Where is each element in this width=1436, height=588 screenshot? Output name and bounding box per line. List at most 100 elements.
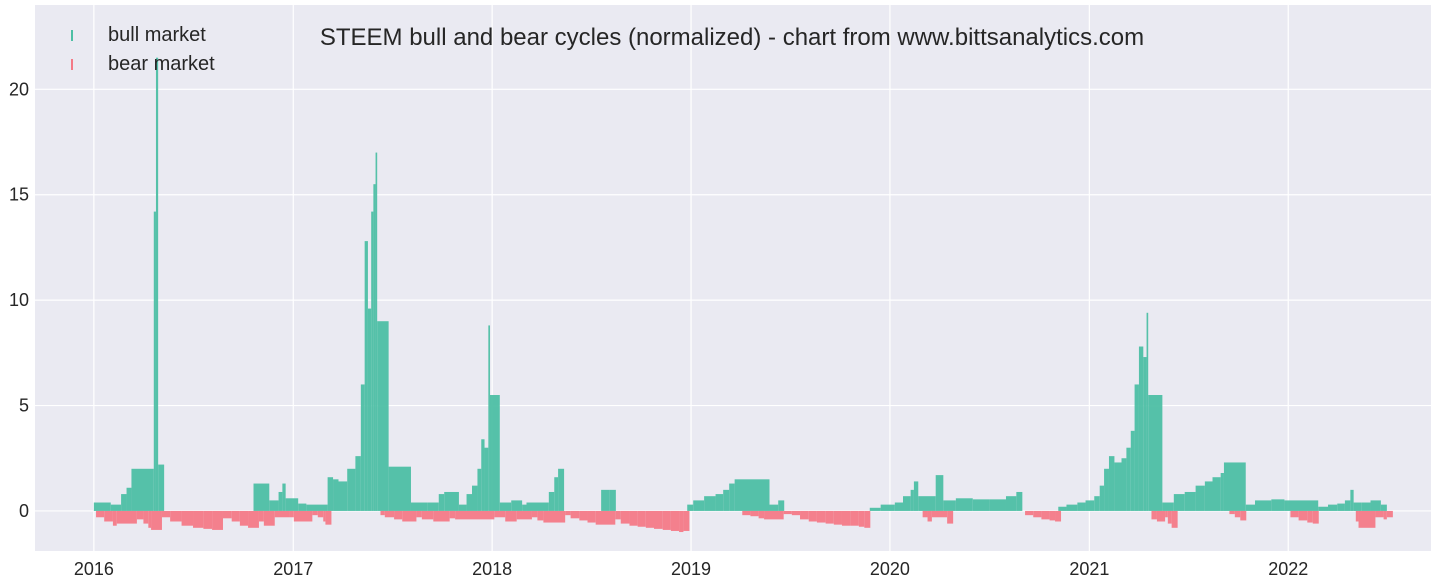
bear-bar [384,510,395,518]
bull-bar [1184,491,1196,511]
bear-bar [143,510,149,524]
bear-bar [323,510,326,522]
bull-bar [278,491,283,511]
bull-bar [1162,502,1174,511]
tick-labels: 0 5 10 15 20 2016 2017 2018 2019 2020 2021 2022 [9,79,1308,579]
bull-bar [1361,502,1371,511]
bear-bar [679,510,684,533]
bull-bar [131,468,154,511]
bull-bar [360,384,365,511]
bear-bar [1041,510,1050,520]
bear-bar [231,510,240,522]
bear-bar [662,510,671,530]
x-tick-label: 2019 [671,559,711,579]
grid [35,5,1431,551]
bear-bar [455,510,495,520]
bear-bar [274,510,290,518]
bull-bar [1284,500,1319,511]
bear-bar [104,510,113,522]
bull-bar [153,211,156,511]
bull-bar [364,241,368,511]
bull-bar [693,500,705,511]
bull-bar [869,507,881,511]
bull-bar [548,491,555,511]
y-tick-label: 20 [9,79,29,99]
bull-bar [1108,456,1115,511]
bear-bar [816,510,826,523]
bear-bar [791,510,801,516]
bull-bar [355,456,361,511]
bull-bar [388,466,411,511]
bull-bar [93,502,111,511]
y-tick-label: 10 [9,290,29,310]
bull-bar [1121,458,1127,511]
bear-bar [683,510,690,531]
bull-bar [444,491,459,511]
bull-bar [373,184,376,511]
bull-bar [910,489,914,511]
bear-bar [653,510,663,529]
bull-bar [1077,502,1086,511]
bear-bar [312,510,318,516]
bear-bar [1025,510,1034,516]
bull-bar [253,483,270,511]
x-tick-label: 2021 [1069,559,1109,579]
bear-bar [1156,510,1166,522]
bear-bar [1355,510,1359,522]
bear-bar [112,510,117,526]
bear-bar [931,510,948,518]
bull-bar [1223,462,1246,511]
bull-bar [894,502,904,511]
bull-bar [155,57,159,511]
bear-bar [645,510,654,528]
bull-bar [989,499,1006,511]
bull-bar [1328,504,1338,511]
bear-bar [421,510,434,520]
bear-bar [380,510,385,516]
bear-bar [1290,510,1299,518]
bull-bar [1220,473,1224,511]
bear-bar [620,510,630,524]
bear-bar [670,510,680,531]
bear-bar [1383,510,1387,520]
bull-bar [367,308,372,511]
bull-bar [371,211,374,511]
bear-bar [750,510,759,517]
bear-bar [96,510,105,518]
bear-bar [1298,510,1308,521]
bull-bar [1204,481,1213,511]
bear-bar [1229,510,1235,515]
bull-bar [511,500,523,511]
bear-bar [116,510,137,524]
x-tick-label: 2020 [870,559,910,579]
bear-bar [193,510,204,528]
bull-bar [935,475,944,511]
bear-bar [637,510,646,527]
bear-bar [800,510,809,520]
bull-bar [285,498,299,511]
bull-bar [1104,468,1109,511]
bear-bar [850,510,859,526]
bull-bar [458,504,467,511]
bull-bar [955,498,973,511]
bull-bar [1130,430,1135,511]
bear-bar [1049,510,1056,521]
bear-bar [289,510,294,518]
bull-bar [1138,346,1144,511]
bull-bar [1114,462,1122,511]
bull-bar [1085,500,1095,511]
bear-bar [922,510,928,518]
bear-bar [783,510,792,515]
bear-bar [1151,510,1157,520]
bear-bar [579,510,588,521]
bull-bar [481,439,485,511]
bear-bar [203,510,213,529]
bear-bar [151,510,162,530]
bull-bar [110,504,122,511]
bull-bar [1350,489,1354,511]
bear-bar [325,510,332,525]
bear-bar [449,510,456,519]
bear-bar [1312,510,1319,524]
bull-bar [522,504,527,511]
